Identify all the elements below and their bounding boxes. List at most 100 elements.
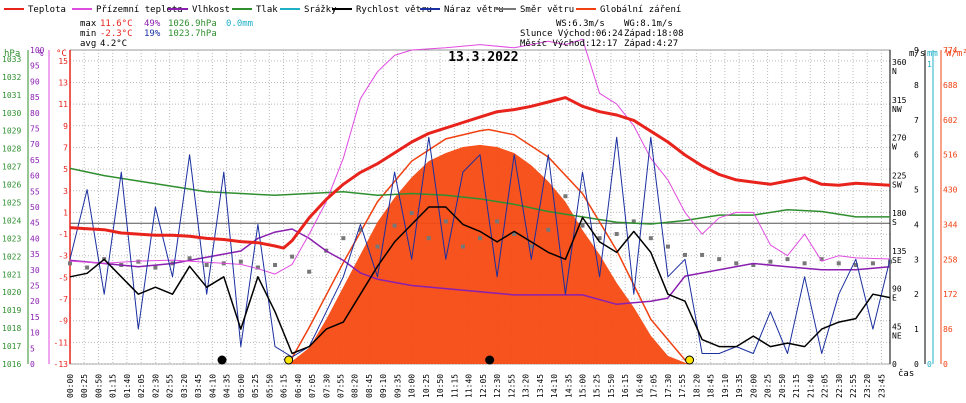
pressure-tick-label: 1029: [2, 127, 21, 136]
direction-point: [238, 259, 243, 264]
direction-point: [853, 263, 858, 268]
x-tick-label: 06:40: [294, 374, 303, 398]
x-tick-label: 22:55: [849, 374, 858, 398]
x-tick-label: 02:30: [151, 374, 160, 398]
direction-tick-label: 0: [892, 360, 897, 369]
direction-point: [460, 244, 465, 249]
pressure-tick-label: 1033: [2, 55, 21, 64]
x-tick-label: 16:15: [621, 374, 630, 398]
direction-point: [836, 261, 841, 266]
x-tick-label: 22:05: [821, 374, 830, 398]
direction-tick-compass: S: [892, 218, 897, 227]
radiation-tick-label: 602: [943, 116, 958, 125]
direction-point: [358, 227, 363, 232]
x-tick-label: 12:30: [493, 374, 502, 398]
humidity-tick-label: 65: [30, 156, 40, 165]
legend-label: Srážky: [304, 5, 337, 15]
moonrise-marker: [485, 355, 495, 365]
radiation-tick-label: 172: [943, 290, 958, 299]
humidity-axis-header: %: [38, 49, 44, 59]
direction-tick-label: 90: [892, 285, 902, 294]
x-tick-label: 19:35: [735, 374, 744, 398]
direction-point: [204, 263, 209, 268]
direction-tick-label: 225: [892, 171, 907, 180]
info-wind-speed: WS:6.3m/s: [556, 19, 605, 29]
direction-tick-compass: SE: [892, 256, 902, 265]
gust-line: [69, 136, 891, 358]
stats-avg-temp: 4.2°C: [100, 39, 127, 49]
radiation-axis-header: W/m²: [946, 49, 966, 59]
moonset-marker: [217, 355, 227, 365]
pressure-tick-label: 1016: [2, 360, 21, 369]
x-tick-label: 14:10: [550, 374, 559, 398]
direction-tick-compass: N: [892, 67, 897, 76]
x-tick-label: 01:40: [123, 374, 132, 398]
direction-point: [529, 244, 534, 249]
x-tick-label: 00:50: [94, 374, 103, 398]
x-tick-label: 12:05: [479, 374, 488, 398]
direction-point: [290, 254, 295, 259]
direction-point: [802, 261, 807, 266]
radiation-tick-label: 774: [943, 46, 958, 55]
pressure-tick-label: 1032: [2, 73, 21, 82]
x-tick-label: 08:45: [365, 374, 374, 398]
x-tick-label: 02:05: [137, 374, 146, 398]
direction-point: [785, 257, 790, 262]
stats-min-label: min: [80, 29, 96, 39]
pressure-tick-label: 1030: [2, 109, 21, 118]
direction-point: [512, 231, 517, 236]
legend-label: Vlhkost: [192, 5, 230, 15]
x-tick-label: 17:55: [678, 374, 687, 398]
direction-point: [255, 265, 260, 270]
humidity-tick-label: 100: [30, 46, 45, 55]
x-tick-label: 05:00: [237, 374, 246, 398]
pressure-tick-label: 1028: [2, 145, 21, 154]
temp-tick-label: 3: [63, 187, 68, 196]
wind-tick-label: 9: [914, 46, 919, 55]
temp-tick-label: -7: [58, 295, 68, 304]
x-tick-label: 15:50: [607, 374, 616, 398]
direction-point: [580, 223, 585, 228]
direction-tick-label: 135: [892, 247, 907, 256]
direction-tick-label: 360: [892, 58, 907, 67]
direction-point: [495, 219, 500, 224]
x-tick-label: 18:45: [707, 374, 716, 398]
direction-tick-label: 180: [892, 209, 907, 218]
x-tick-label: 20:25: [764, 374, 773, 398]
pressure-tick-label: 1023: [2, 234, 21, 243]
humidity-tick-label: 95: [30, 62, 40, 71]
humidity-tick-label: 30: [30, 266, 40, 275]
direction-point: [683, 252, 687, 257]
direction-point: [717, 257, 722, 262]
rain-axis-header: mm: [927, 49, 938, 59]
direction-point: [751, 263, 756, 268]
x-tick-label: 17:05: [650, 374, 659, 398]
humidity-tick-label: 35: [30, 250, 40, 259]
temp-tick-label: -1: [58, 230, 68, 239]
wind-tick-label: 4: [914, 220, 919, 229]
direction-tick-label: 270: [892, 134, 907, 143]
x-tick-label: 17:30: [664, 374, 673, 398]
direction-tick-compass: NE: [892, 331, 902, 340]
x-tick-label: 00:25: [80, 374, 89, 398]
temp-axis-header: °C: [56, 49, 67, 59]
x-tick-label: 19:10: [721, 374, 730, 398]
pressure-tick-label: 1022: [2, 252, 21, 261]
pressure-tick-label: 1027: [2, 163, 21, 172]
sunrise-marker: [284, 355, 294, 365]
x-tick-label: 00:00: [66, 374, 75, 398]
x-tick-label: 07:30: [322, 374, 331, 398]
direction-point: [546, 227, 551, 232]
humidity-tick-label: 25: [30, 282, 40, 291]
direction-point: [187, 256, 192, 261]
direction-point: [888, 259, 892, 264]
temp-tick-label: -11: [54, 338, 69, 347]
temp-tick-label: 11: [58, 100, 68, 109]
direction-point: [85, 265, 90, 270]
stats-min-humidity: 19%: [144, 29, 161, 39]
x-tick-label: 03:20: [180, 374, 189, 398]
x-tick-label: 07:55: [336, 374, 345, 398]
wind-tick-label: 2: [914, 290, 919, 299]
x-tick-label: 10:50: [436, 374, 445, 398]
